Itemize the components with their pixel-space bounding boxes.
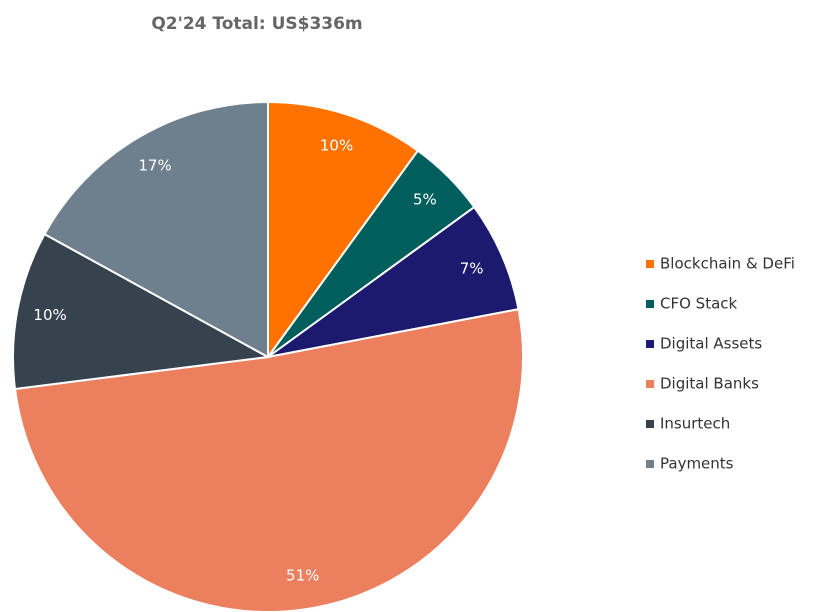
slice-label: 51%: [286, 567, 319, 585]
legend-marker: [646, 420, 654, 428]
slice-label: 7%: [460, 259, 484, 277]
legend-label: Insurtech: [660, 415, 730, 433]
pie-slice: [13, 308, 524, 612]
slice-label: 10%: [320, 137, 353, 155]
legend-label: CFO Stack: [660, 295, 738, 313]
legend-marker: [646, 460, 654, 468]
slice-label: 10%: [33, 306, 66, 324]
pie-slice: [267, 205, 520, 358]
pie-slice: [12, 232, 272, 391]
pie-slice: [43, 100, 269, 359]
legend-label: Payments: [660, 455, 734, 473]
legend-label: Digital Assets: [660, 335, 762, 353]
slice-label: 5%: [413, 191, 437, 209]
pie-slice: [267, 100, 420, 361]
legend-marker: [646, 340, 654, 348]
legend-marker: [646, 300, 654, 308]
chart-title: Q2'24 Total: US$336m: [151, 14, 362, 34]
legend-label: Blockchain & DeFi: [660, 255, 795, 273]
legend-marker: [646, 380, 654, 388]
slice-label: 17%: [138, 157, 171, 175]
legend-label: Digital Banks: [660, 375, 759, 393]
legend-marker: [646, 260, 654, 268]
